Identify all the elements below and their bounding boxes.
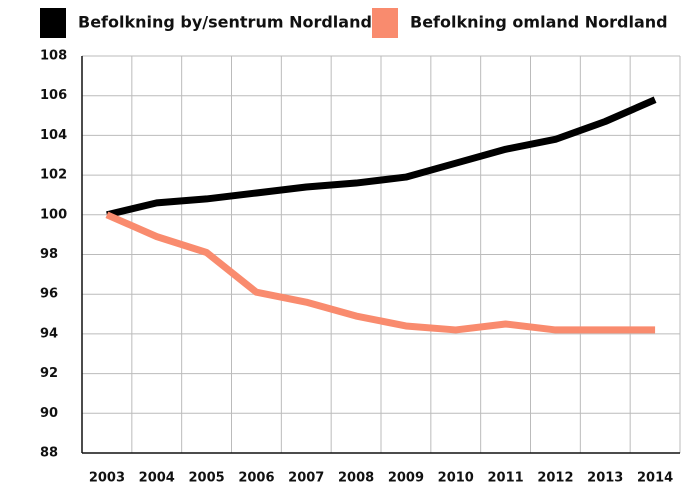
y-tick-label: 94 xyxy=(40,326,58,341)
y-tick-label: 102 xyxy=(40,168,67,183)
x-tick-label: 2009 xyxy=(388,471,424,486)
legend-swatch xyxy=(40,8,66,38)
x-tick-label: 2004 xyxy=(139,471,175,486)
series-line xyxy=(106,96,657,219)
y-tick-label: 106 xyxy=(40,88,67,103)
x-tick-label: 2014 xyxy=(637,471,673,486)
y-tick-label: 92 xyxy=(40,366,58,381)
x-tick-label: 2006 xyxy=(238,471,274,486)
y-tick-label: 98 xyxy=(40,247,58,262)
y-tick-label: 88 xyxy=(40,446,58,461)
y-tick-label: 104 xyxy=(40,128,67,143)
y-tick-label: 100 xyxy=(40,207,67,222)
legend-label: Befolkning by/sentrum Nordland xyxy=(78,13,372,32)
legend-label: Befolkning omland Nordland xyxy=(410,13,668,32)
y-tick-label: 96 xyxy=(40,287,58,302)
y-tick-label: 90 xyxy=(40,406,58,421)
x-tick-label: 2010 xyxy=(438,471,474,486)
legend-swatch xyxy=(372,8,398,38)
series-line xyxy=(105,211,656,334)
x-tick-label: 2007 xyxy=(288,471,324,486)
x-tick-label: 2005 xyxy=(188,471,224,486)
x-tick-label: 2013 xyxy=(587,471,623,486)
x-tick-label: 2003 xyxy=(89,471,125,486)
x-tick-label: 2011 xyxy=(487,471,523,486)
x-tick-label: 2008 xyxy=(338,471,374,486)
x-tick-label: 2012 xyxy=(537,471,573,486)
y-tick-label: 108 xyxy=(40,49,67,64)
